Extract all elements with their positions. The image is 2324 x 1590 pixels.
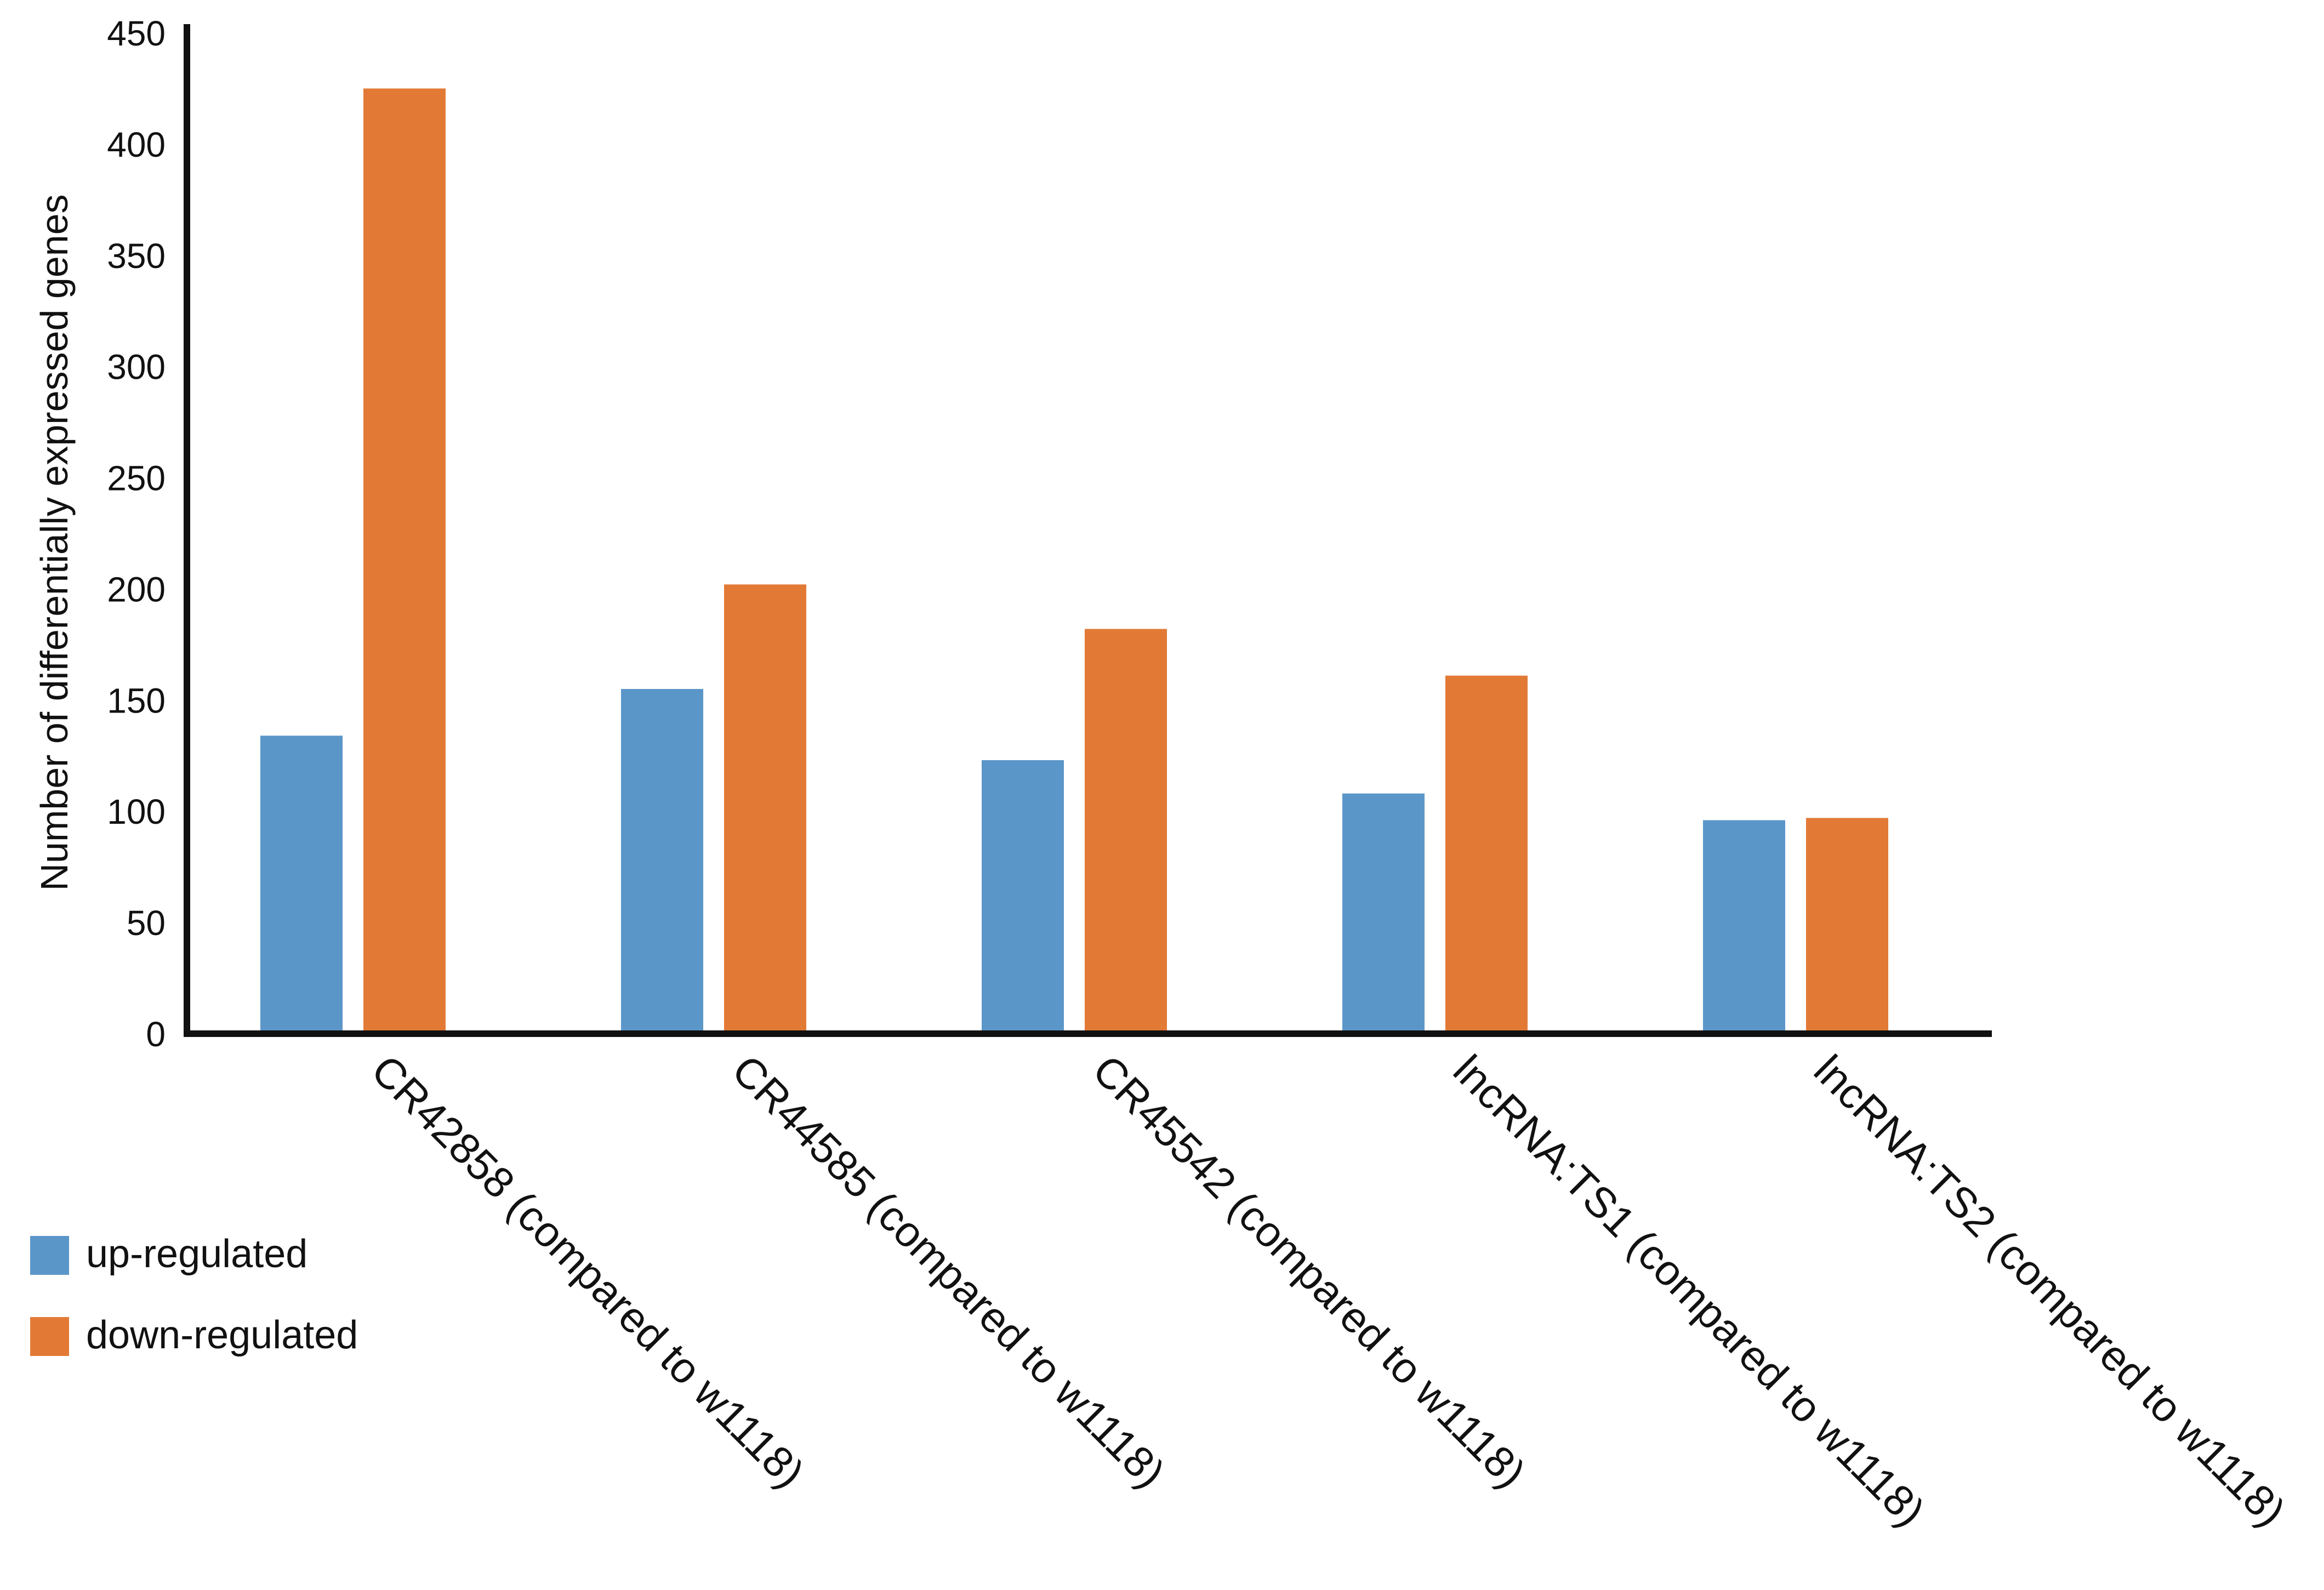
legend: up-regulated down-regulated [30, 1232, 358, 1357]
y-tick-label-0: 0 [146, 1015, 166, 1054]
y-tick-label-100: 100 [107, 792, 166, 831]
legend-label-1: up-regulated [86, 1232, 307, 1276]
y-tick-label-150: 150 [107, 681, 166, 720]
y-axis-label: Number of differentially expressed genes [33, 194, 76, 891]
y-tick-label-400: 400 [107, 125, 166, 164]
x-tick-label-1: CR42858 (compared to w1118) [362, 1046, 814, 1497]
plot-area [260, 88, 1888, 1034]
axes [184, 24, 1992, 1037]
bar-down-regulated-2 [724, 584, 806, 1034]
bar-up-regulated-2 [621, 689, 703, 1034]
legend-label-2: down-regulated [86, 1313, 358, 1357]
bar-up-regulated-3 [982, 760, 1064, 1034]
bar-down-regulated-5 [1806, 818, 1888, 1034]
y-tick-label-200: 200 [107, 569, 166, 609]
y-tick-label-50: 50 [127, 903, 166, 943]
bar-down-regulated-4 [1445, 675, 1528, 1034]
bar-down-regulated-3 [1085, 629, 1167, 1034]
bar-up-regulated-5 [1703, 820, 1785, 1034]
x-tick-label-2: CR44585 (compared to w1118) [723, 1046, 1175, 1497]
x-tick-label-3: CR45542 (compared to w1118) [1084, 1046, 1535, 1497]
bar-up-regulated-1 [260, 736, 343, 1034]
bar-down-regulated-1 [363, 88, 446, 1034]
bar-up-regulated-4 [1342, 793, 1425, 1034]
y-tick-label-250: 250 [107, 459, 166, 498]
y-tick-label-450: 450 [107, 14, 166, 53]
y-tick-label-350: 350 [107, 236, 166, 276]
y-tick-label-300: 300 [107, 347, 166, 387]
legend-swatch-2 [30, 1317, 69, 1356]
legend-swatch-1 [30, 1236, 69, 1275]
